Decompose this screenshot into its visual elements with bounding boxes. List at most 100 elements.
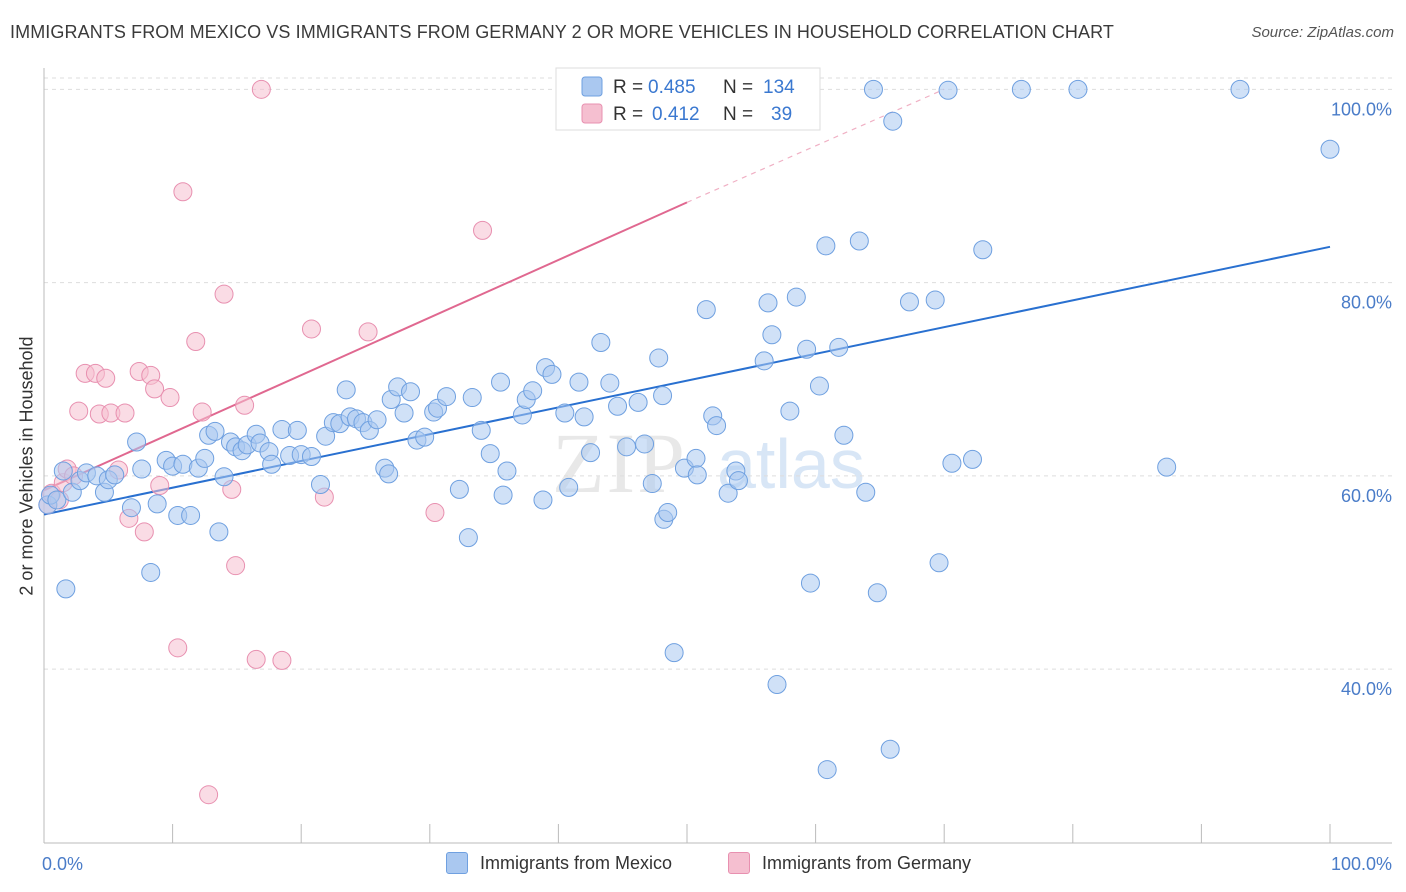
legend-label-germany: Immigrants from Germany	[762, 852, 972, 873]
point-mexico	[658, 503, 678, 523]
point-mexico	[1230, 79, 1250, 99]
point-mexico	[127, 432, 147, 452]
point-mexico	[53, 461, 73, 481]
legend-mexico-n-label: N =	[723, 77, 753, 98]
point-mexico	[132, 459, 152, 479]
point-germany	[226, 556, 246, 576]
point-germany	[192, 402, 212, 422]
point-mexico	[617, 437, 637, 457]
point-germany	[145, 379, 165, 399]
legend-germany-r-label: R =	[613, 104, 643, 125]
point-mexico	[437, 387, 457, 407]
point-germany	[214, 284, 234, 304]
point-mexico	[664, 643, 684, 663]
point-mexico	[880, 739, 900, 759]
point-mexico	[1011, 79, 1031, 99]
point-mexico	[367, 410, 387, 430]
axis-ticks: 0.0% 100.0% 100.0% 80.0% 60.0% 40.0%	[42, 99, 1392, 874]
point-germany	[168, 638, 188, 658]
point-mexico	[707, 416, 727, 436]
point-mexico	[758, 293, 778, 313]
point-mexico	[686, 448, 706, 468]
point-mexico	[523, 381, 543, 401]
point-germany	[96, 368, 116, 388]
point-mexico	[480, 444, 500, 464]
legend-swatch-germany	[728, 852, 750, 874]
legend-germany-n-value: 39	[771, 104, 792, 125]
series-legend: Immigrants from Mexico Immigrants from G…	[0, 852, 1406, 878]
point-mexico	[462, 388, 482, 408]
y-tick-label: 100.0%	[1331, 99, 1392, 119]
point-mexico	[336, 380, 356, 400]
point-mexico	[1157, 457, 1177, 477]
data-points	[38, 79, 1340, 805]
point-mexico	[497, 461, 517, 481]
point-mexico	[628, 392, 648, 412]
point-mexico	[262, 454, 282, 474]
point-mexico	[394, 403, 414, 423]
point-mexico	[533, 490, 553, 510]
point-mexico	[786, 287, 806, 307]
point-mexico	[856, 482, 876, 502]
point-mexico	[762, 325, 782, 345]
point-mexico	[767, 675, 787, 695]
point-mexico	[817, 760, 837, 780]
point-mexico	[379, 464, 399, 484]
point-germany	[251, 79, 271, 99]
point-mexico	[816, 236, 836, 256]
point-germany	[69, 401, 89, 421]
point-mexico	[780, 401, 800, 421]
point-germany	[235, 395, 255, 415]
point-mexico	[754, 351, 774, 371]
point-mexico	[797, 339, 817, 359]
point-germany	[358, 322, 378, 342]
point-mexico	[925, 290, 945, 310]
legend-mexico-n-value: 134	[763, 77, 795, 98]
point-mexico	[718, 483, 738, 503]
y-axis-title: 2 or more Vehicles in Household	[16, 336, 37, 596]
trend-line-germany-extension	[686, 88, 945, 203]
point-mexico	[493, 485, 513, 505]
point-mexico	[883, 111, 903, 131]
point-mexico	[214, 467, 234, 487]
point-germany	[272, 650, 292, 670]
point-mexico	[310, 475, 330, 495]
point-mexico	[287, 420, 307, 440]
watermark-zip: ZIP	[552, 415, 687, 511]
point-mexico	[209, 522, 229, 542]
point-mexico	[938, 80, 958, 100]
point-mexico	[591, 332, 611, 352]
point-mexico	[608, 396, 628, 416]
point-mexico	[962, 449, 982, 469]
trend-lines	[43, 88, 1331, 516]
legend-label-mexico: Immigrants from Mexico	[480, 852, 673, 873]
point-mexico	[899, 292, 919, 312]
point-germany	[301, 319, 321, 339]
y-tick-label: 40.0%	[1341, 679, 1392, 699]
y-tick-label: 60.0%	[1341, 486, 1392, 506]
legend-mexico-r-label: R =	[613, 77, 643, 98]
legend-mexico-r-value: 0.485	[648, 77, 696, 98]
point-mexico	[1068, 79, 1088, 99]
point-mexico	[555, 403, 575, 423]
point-mexico	[829, 337, 849, 357]
point-germany	[473, 220, 493, 240]
point-mexico	[863, 79, 883, 99]
point-mexico	[574, 407, 594, 427]
source-label: Source: ZipAtlas.com	[1251, 24, 1394, 41]
point-mexico	[649, 348, 669, 368]
point-mexico	[635, 434, 655, 454]
legend-germany-n-label: N =	[723, 104, 753, 125]
point-mexico	[1320, 139, 1340, 159]
y-axis-title-wrap: 2 or more Vehicles in Household	[17, 336, 37, 595]
point-germany	[425, 503, 445, 523]
legend-mexico-swatch	[581, 76, 603, 97]
point-mexico	[491, 372, 511, 392]
point-germany	[199, 785, 219, 805]
point-mexico	[105, 465, 125, 485]
point-mexico	[121, 498, 141, 518]
point-mexico	[849, 231, 869, 251]
point-mexico	[687, 465, 707, 485]
point-mexico	[458, 528, 478, 548]
point-mexico	[800, 573, 820, 593]
